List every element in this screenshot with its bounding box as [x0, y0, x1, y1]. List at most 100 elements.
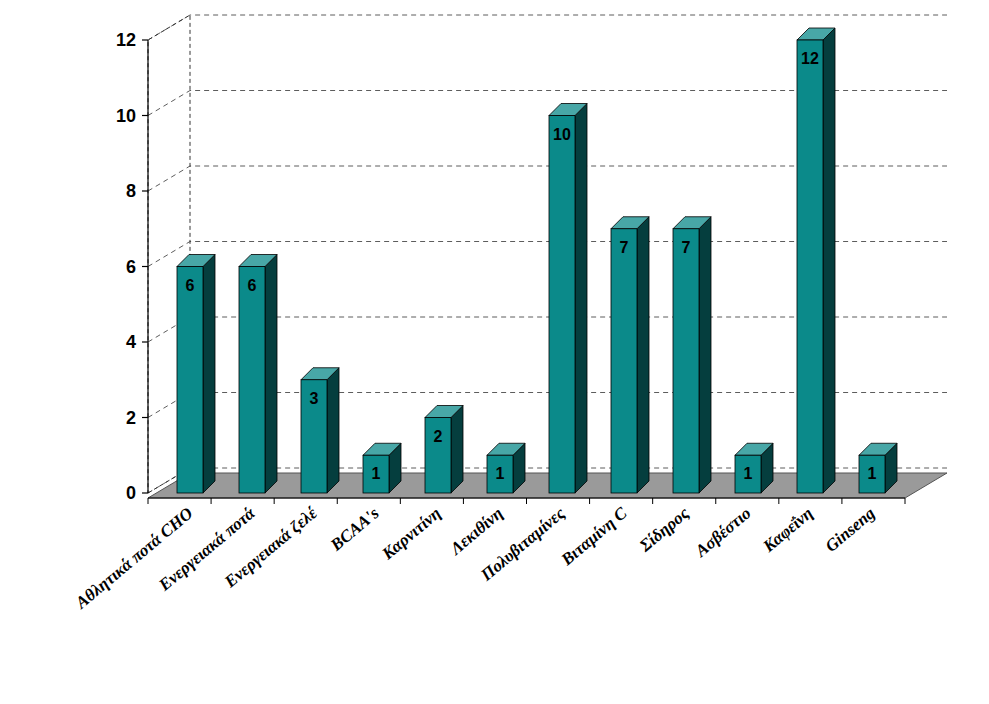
bar [611, 217, 649, 493]
y-tick [142, 190, 148, 191]
data-label: 6 [186, 277, 195, 294]
data-label: 12 [801, 50, 819, 67]
y-tick [142, 39, 148, 40]
bar-top [239, 255, 277, 267]
x-tick-label: Καρνιτίνη [378, 504, 445, 564]
x-tick-label: Σίδηρος [635, 503, 693, 556]
bar [239, 255, 277, 494]
chart: 02468101266312110771121Αθλητικά ποτά CHO… [0, 0, 989, 704]
bar-side [823, 28, 835, 493]
data-label: 7 [620, 239, 629, 256]
x-tick-label: Λεκιθίνη [446, 504, 507, 559]
bar [363, 443, 401, 493]
y-tick [142, 417, 148, 418]
y-tick-label: 0 [126, 483, 136, 503]
bar-front [239, 267, 265, 494]
bar [487, 443, 525, 493]
bar-side [203, 255, 215, 494]
bar-side [451, 406, 463, 494]
bar [735, 443, 773, 493]
y-tick-label: 6 [126, 257, 136, 277]
data-label: 2 [434, 428, 443, 445]
x-tick [652, 498, 653, 504]
y-axis [147, 40, 148, 493]
bar-front [673, 229, 699, 493]
x-tick [148, 498, 149, 504]
bar [425, 406, 463, 494]
x-tick [905, 498, 906, 504]
x-tick-labels: Αθλητικά ποτά CHOΕνεργειακά ποτάΕνεργεια… [71, 503, 879, 613]
data-label: 6 [248, 277, 257, 294]
bar-front [363, 455, 389, 493]
bar [673, 217, 711, 493]
bar-side [699, 217, 711, 493]
y-tick-label: 2 [126, 408, 136, 428]
grid-line [148, 15, 947, 40]
data-label: 7 [682, 239, 691, 256]
bar-front [859, 455, 885, 493]
bar-top [859, 443, 897, 455]
bar-front [549, 116, 575, 494]
x-tick [463, 498, 464, 504]
x-tick-label: Καφεΐνη [759, 504, 817, 557]
bar-side [327, 368, 339, 493]
y-tick [142, 115, 148, 116]
bar-top [177, 255, 215, 267]
x-tick [400, 498, 401, 504]
data-labels: 66312110771121 [186, 50, 877, 482]
data-label: 1 [372, 465, 381, 482]
bar-front [611, 229, 637, 493]
y-tick-label: 4 [126, 332, 136, 352]
x-tick [274, 498, 275, 504]
x-tick [589, 498, 590, 504]
walls [148, 15, 947, 498]
y-tick-labels: 0 2 4 6 8 10 12 [116, 30, 136, 503]
data-label: 1 [496, 465, 505, 482]
x-tick-label: Βιταμίνη C [557, 503, 631, 570]
bar [859, 443, 897, 493]
bar [797, 28, 835, 493]
grid [142, 15, 947, 493]
x-tick [526, 498, 527, 504]
bar-front [301, 380, 327, 493]
bar-front [487, 455, 513, 493]
x-tick-label: Ginseng [821, 503, 878, 556]
data-label: 1 [868, 465, 877, 482]
bar-front [177, 267, 203, 494]
bar-top [611, 217, 649, 229]
bar-top [301, 368, 339, 380]
bar-side [265, 255, 277, 494]
x-tick-label: Ενεργειακά ζελέ [220, 503, 321, 592]
bar-side [637, 217, 649, 493]
bar [549, 104, 587, 494]
y-tick [142, 341, 148, 342]
y-tick [142, 266, 148, 267]
x-tick [778, 498, 779, 504]
bar-top [735, 443, 773, 455]
bar [177, 255, 215, 494]
bar-top [797, 28, 835, 40]
bars [177, 28, 897, 493]
bar [301, 368, 339, 493]
x-tick-label: Αθλητικά ποτά CHO [71, 504, 196, 614]
bar-top [673, 217, 711, 229]
x-tick-label: Ασβέστιο [691, 504, 755, 562]
bar-top [549, 104, 587, 116]
bar-front [797, 40, 823, 493]
x-tick [715, 498, 716, 504]
y-tick [142, 492, 148, 493]
x-tick [337, 498, 338, 504]
y-tick-label: 12 [116, 30, 136, 50]
y-tick-label: 10 [116, 106, 136, 126]
x-tick-label: BCAA's [326, 503, 383, 555]
data-label: 10 [553, 126, 571, 143]
x-tick-label: Πολυβιταμίνες [476, 503, 569, 585]
bar-front [735, 455, 761, 493]
bar-top [425, 406, 463, 418]
data-label: 3 [310, 390, 319, 407]
x-tick [841, 498, 842, 504]
bar-top [487, 443, 525, 455]
bar-front [425, 418, 451, 494]
bar-side [575, 104, 587, 494]
y-tick-label: 8 [126, 181, 136, 201]
